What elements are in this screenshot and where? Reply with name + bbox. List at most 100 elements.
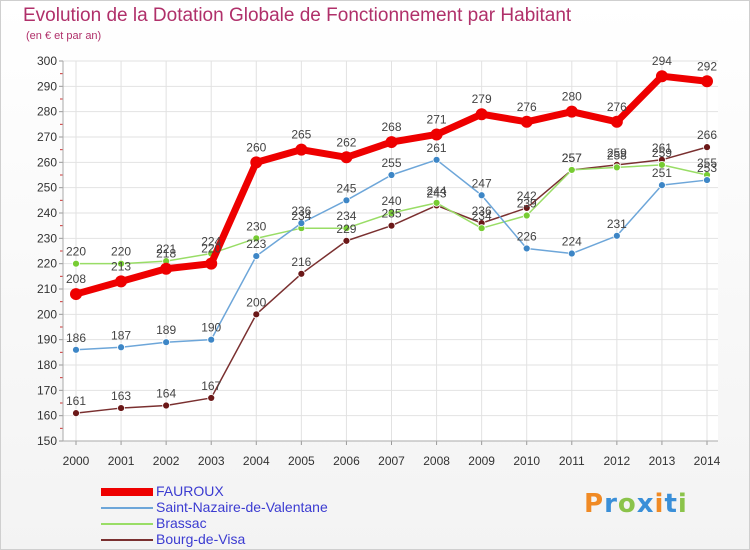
data-label: 226 [517, 229, 537, 243]
data-label: 200 [246, 295, 266, 309]
data-point [387, 171, 396, 179]
data-label: 257 [562, 151, 582, 165]
data-label: 218 [156, 247, 176, 261]
y-tick-label: 300 [37, 54, 57, 68]
line-chart: 150 160 170 180 190 200 210 220 230 240 250 260 270 2… [37, 54, 721, 468]
data-point [387, 221, 396, 230]
data-point [162, 338, 171, 347]
data-point [703, 143, 711, 152]
data-label: 261 [427, 141, 447, 155]
data-label: 240 [381, 194, 401, 208]
data-point [477, 191, 486, 200]
data-label: 266 [697, 128, 717, 142]
data-label: 229 [336, 222, 356, 236]
data-point [250, 156, 263, 169]
data-label: 161 [66, 394, 86, 408]
data-point [70, 288, 82, 301]
data-label: 276 [607, 100, 627, 114]
data-point [205, 257, 218, 270]
data-label: 255 [697, 156, 717, 170]
data-label: 243 [427, 186, 447, 200]
data-label: 223 [246, 237, 266, 251]
x-tick-label: 2013 [649, 454, 676, 468]
legend-label-saint-nazaire: Saint-Nazaire-de-Valentane [156, 499, 328, 515]
data-label: 280 [562, 90, 582, 104]
data-label: 255 [381, 156, 401, 170]
chart-title: Evolution de la Dotation Globale de Fonc… [23, 5, 572, 26]
legend-label-brassac: Brassac [156, 515, 207, 531]
data-label: 190 [201, 321, 221, 335]
y-tick-label: 190 [37, 333, 57, 347]
x-tick-label: 2006 [333, 454, 360, 468]
data-point [658, 160, 666, 169]
logo-letter: i [677, 489, 688, 519]
y-tick-label: 290 [37, 79, 57, 93]
x-tick-label: 2005 [288, 454, 315, 468]
legend-item-brassac[interactable]: Brassac [101, 515, 431, 532]
data-label: 234 [336, 209, 356, 223]
logo-letter: r [604, 489, 618, 519]
data-point [340, 151, 353, 164]
data-point [252, 252, 261, 260]
data-label: 257 [562, 151, 582, 165]
data-point [295, 143, 308, 156]
y-tick-label: 150 [37, 434, 57, 448]
y-tick-label: 160 [37, 409, 57, 423]
data-point [207, 394, 216, 402]
data-point [117, 259, 125, 268]
data-point [117, 343, 125, 352]
data-point [72, 259, 80, 268]
legend-swatch-saint-nazaire [101, 507, 153, 509]
data-point [477, 224, 486, 233]
legend-item-saint-nazaire[interactable]: Saint-Nazaire-de-Valentane [101, 499, 431, 516]
y-tick-label: 270 [37, 130, 57, 144]
y-tick-label: 280 [37, 105, 57, 119]
data-point [207, 335, 216, 344]
chart-subtitle: (en € et par an) [26, 30, 102, 42]
data-point [567, 166, 576, 174]
data-label: 271 [427, 112, 447, 126]
data-point [252, 234, 261, 243]
data-label: 235 [381, 207, 401, 221]
x-tick-label: 2010 [513, 454, 540, 468]
data-point [342, 236, 351, 245]
logo-letter: o [617, 489, 637, 519]
legend-item-fauroux[interactable]: FAUROUX [101, 483, 431, 500]
data-label: 262 [336, 135, 356, 149]
data-label: 239 [517, 197, 537, 211]
data-label: 253 [697, 161, 717, 175]
data-point [612, 163, 621, 172]
data-point [115, 275, 128, 288]
y-tick-label: 250 [37, 181, 57, 195]
data-point [522, 244, 531, 253]
plot-area [63, 61, 718, 441]
x-tick-label: 2002 [153, 454, 180, 468]
data-label: 213 [111, 259, 131, 273]
x-tick-label: 2001 [108, 454, 135, 468]
logo-letter: i [654, 489, 665, 519]
data-label: 224 [562, 235, 582, 249]
y-tick-label: 240 [37, 206, 57, 220]
data-point [342, 224, 351, 233]
data-point [297, 269, 306, 278]
x-tick-label: 2004 [243, 454, 270, 468]
data-point [72, 409, 80, 418]
data-point [520, 115, 533, 128]
data-label: 268 [381, 120, 401, 134]
data-label: 259 [652, 146, 672, 160]
logo-letter: x [636, 489, 655, 519]
data-label: 167 [201, 379, 221, 393]
x-tick-label: 2000 [63, 454, 90, 468]
data-point [475, 108, 488, 121]
data-label: 259 [607, 146, 627, 160]
x-tick-label: 2007 [378, 454, 405, 468]
data-label: 186 [66, 331, 86, 345]
x-tick-label: 2009 [468, 454, 495, 468]
y-tick-label: 210 [37, 282, 57, 296]
y-tick-label: 260 [37, 155, 57, 169]
legend-item-bourg-de-visa[interactable]: Bourg-de-Visa [101, 531, 431, 548]
data-point [522, 211, 531, 220]
data-label: 216 [291, 255, 311, 269]
data-label: 276 [517, 100, 537, 114]
